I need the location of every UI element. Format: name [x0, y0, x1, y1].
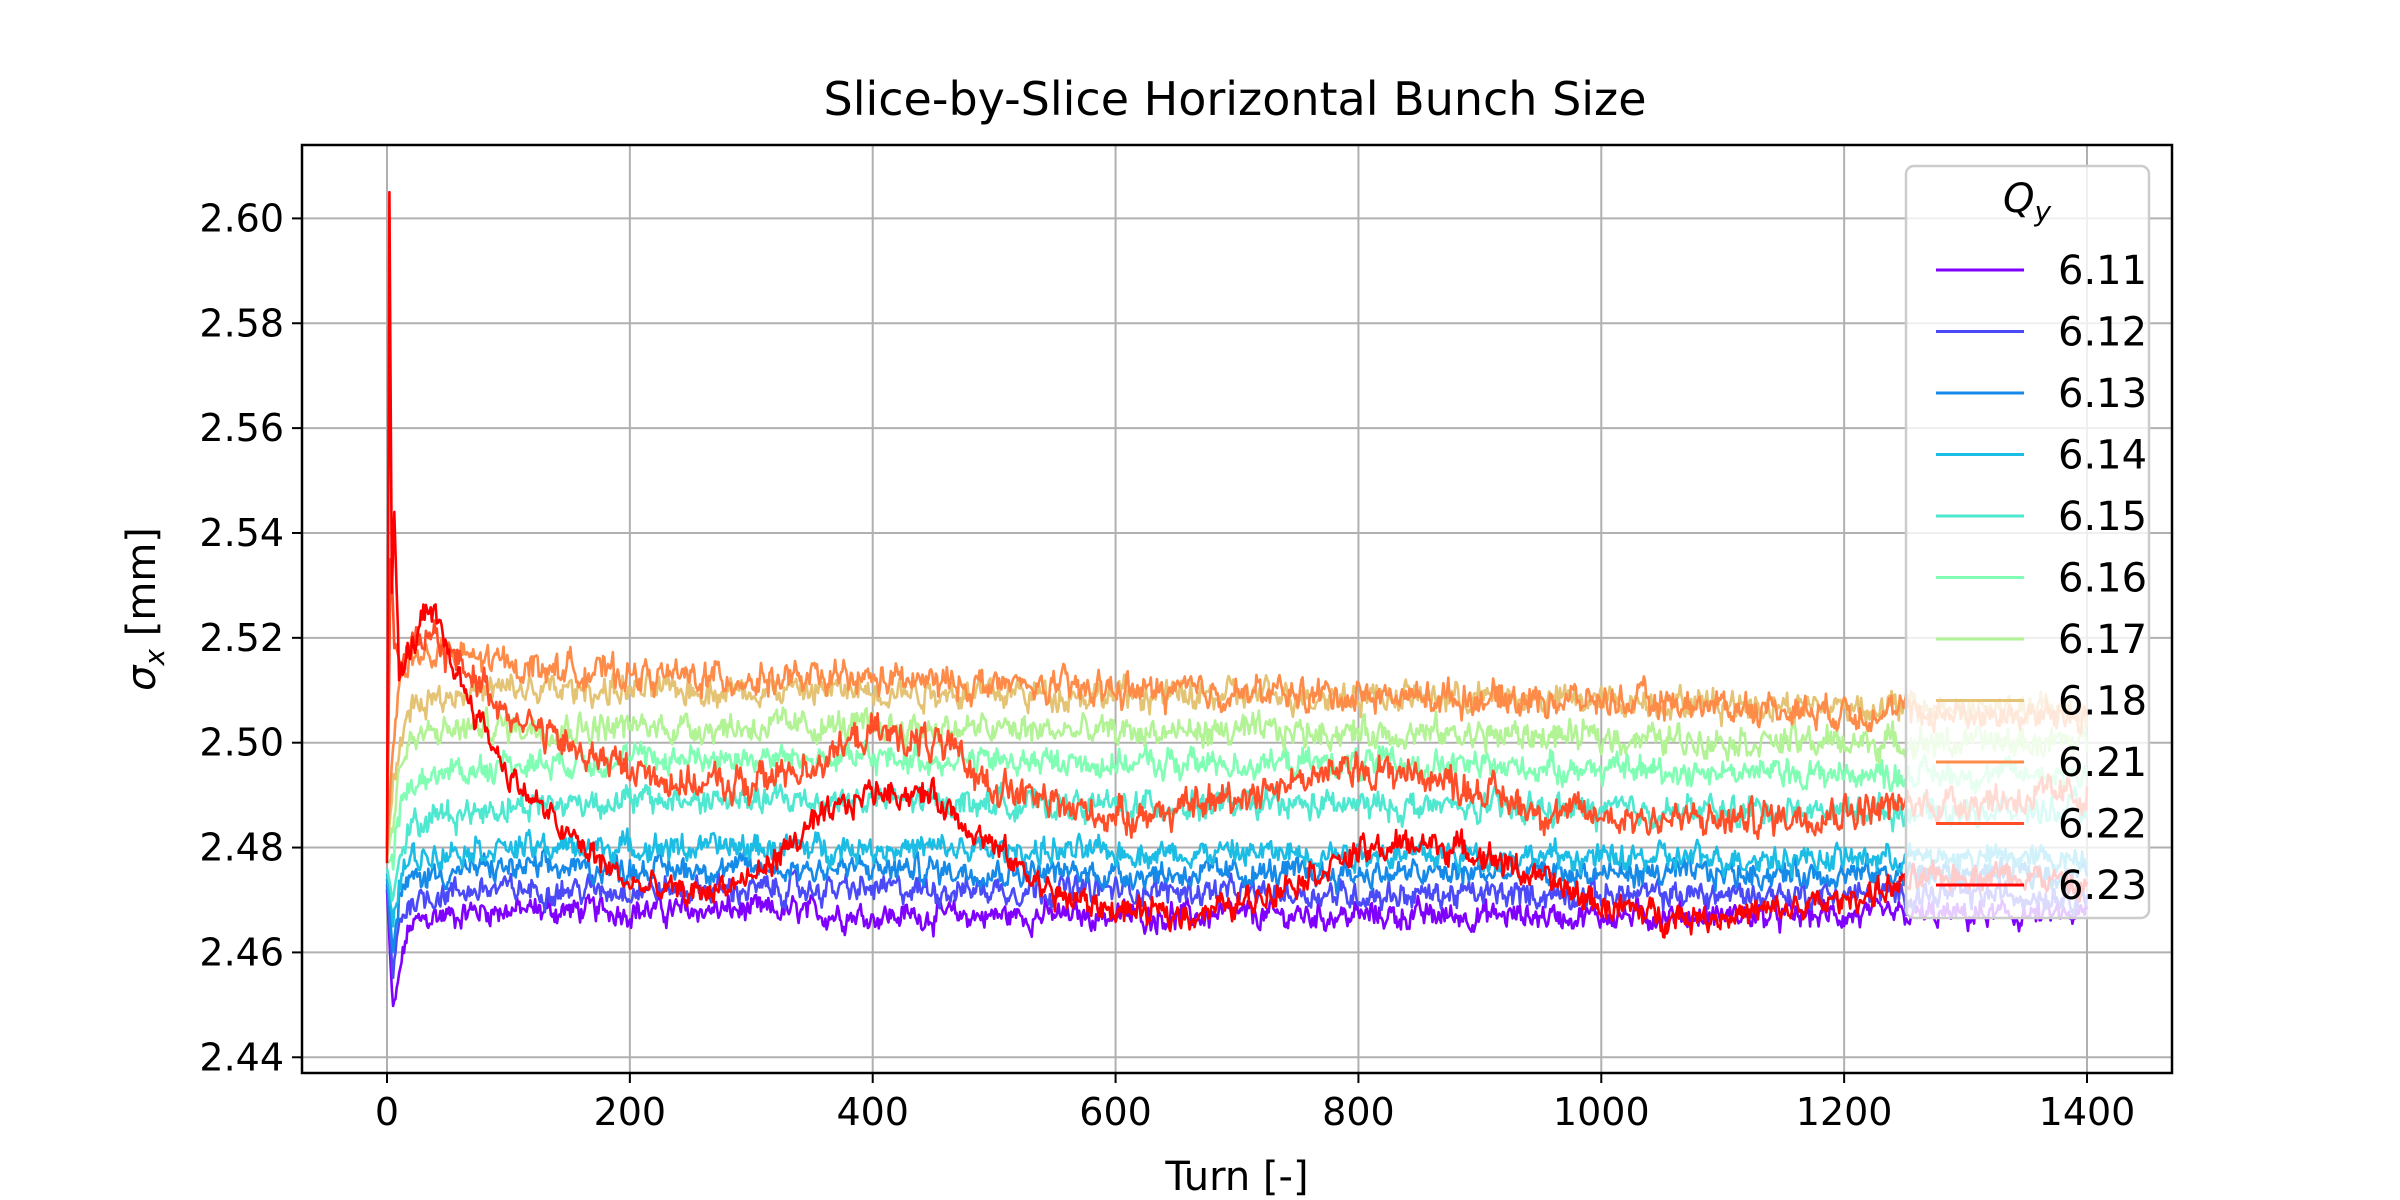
legend-label: 6.17 — [2058, 617, 2147, 663]
y-tick-label: 2.46 — [199, 930, 284, 974]
y-tick-label: 2.58 — [199, 301, 284, 345]
legend-title-sub: y — [2033, 195, 2051, 228]
legend-entry: 6.15 — [1936, 494, 2147, 540]
y-tick-label: 2.48 — [199, 826, 284, 870]
series-line-6-23 — [385, 190, 2089, 939]
legend-label: 6.23 — [2058, 863, 2147, 909]
legend-entry: 6.22 — [1936, 802, 2147, 848]
series-lines — [385, 190, 2089, 1008]
x-tick-label: 1000 — [1553, 1090, 1650, 1134]
y-tick-label: 2.56 — [199, 406, 284, 450]
legend-title-main: Q — [2003, 176, 2034, 222]
legend-entries: 6.11 6.12 6.13 6.14 6.15 6.16 6.17 6.18 6.21 6.22… — [1936, 248, 2147, 909]
x-tick-label: 200 — [594, 1090, 667, 1134]
legend-label: 6.16 — [2058, 556, 2147, 602]
x-axis-label: Turn [-] — [1164, 1154, 1308, 1200]
y-tick-label: 2.60 — [199, 196, 284, 240]
y-axis-ticks: 2.44 2.46 2.48 2.50 2.52 2.54 2.56 2.58 2.60 — [199, 196, 302, 1079]
series-line-6-15 — [385, 781, 2089, 903]
legend-entry: 6.18 — [1936, 679, 2147, 725]
legend-title: Qy — [2003, 176, 2051, 228]
x-tick-label: 400 — [836, 1090, 909, 1134]
y-tick-label: 2.54 — [199, 511, 284, 555]
y-axis-label-sub: x — [138, 649, 171, 667]
x-tick-label: 800 — [1322, 1090, 1395, 1134]
y-axis-label-main: σ — [119, 664, 165, 691]
legend-entry: 6.11 — [1936, 248, 2147, 294]
y-tick-label: 2.50 — [199, 721, 284, 765]
legend-label: 6.15 — [2058, 494, 2147, 540]
legend-entry: 6.14 — [1936, 433, 2147, 479]
legend-label: 6.12 — [2058, 310, 2147, 356]
chart-title: Slice-by-Slice Horizontal Bunch Size — [824, 72, 1647, 126]
legend-entry: 6.16 — [1936, 556, 2147, 602]
y-tick-label: 2.44 — [199, 1035, 284, 1079]
legend: Qy 6.116.126.136.146.156.166.176.186.216… — [1904, 164, 2151, 920]
legend-box — [1904, 164, 2151, 920]
plot-frame — [300, 143, 2174, 1075]
series-line-6-22 — [385, 557, 2089, 848]
legend-label: 6.13 — [2058, 371, 2147, 417]
x-tick-label: 1200 — [1796, 1090, 1893, 1134]
y-tick-label: 2.52 — [199, 616, 284, 660]
legend-label: 6.18 — [2058, 679, 2147, 725]
x-tick-label: 0 — [375, 1090, 399, 1134]
x-tick-label: 600 — [1079, 1090, 1152, 1134]
legend-label: 6.21 — [2058, 740, 2147, 786]
series-line-6-13 — [385, 846, 2089, 954]
y-axis-label-unit: [mm] — [119, 527, 165, 649]
series-line-6-14 — [385, 827, 2088, 928]
legend-label: 6.11 — [2058, 248, 2147, 294]
x-tick-label: 1400 — [2039, 1090, 2136, 1134]
series-line-6-17 — [385, 706, 2089, 859]
legend-entry: 6.23 — [1936, 863, 2147, 909]
legend-entry: 6.17 — [1936, 617, 2147, 663]
legend-entry: 6.12 — [1936, 310, 2147, 356]
legend-label: 6.22 — [2058, 802, 2147, 848]
legend-entry: 6.21 — [1936, 740, 2147, 786]
legend-label: 6.14 — [2058, 433, 2147, 479]
legend-entry: 6.13 — [1936, 371, 2147, 417]
x-axis-ticks: 0 200 400 600 800 1000 1200 1400 — [375, 1073, 2135, 1134]
series-line-6-16 — [386, 739, 2089, 871]
y-axis-label: σx [mm] — [119, 527, 171, 691]
series-line-6-21 — [385, 637, 2088, 848]
